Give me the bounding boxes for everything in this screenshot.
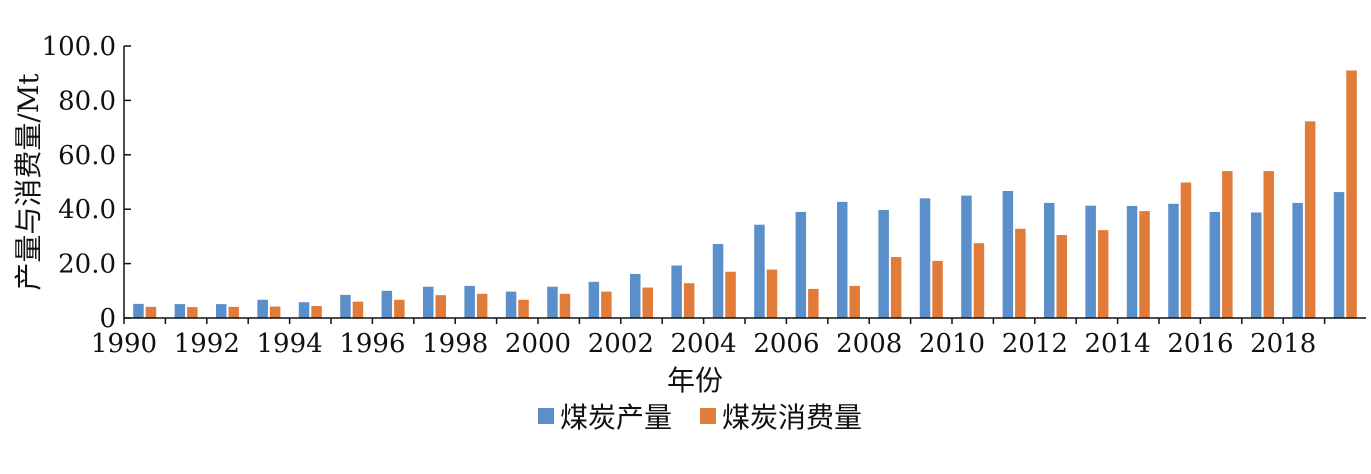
bar-coal-production — [1209, 211, 1221, 318]
bar-coal-consumption — [1097, 230, 1109, 318]
y-axis-title: 产量与消费量/Mt — [12, 73, 45, 291]
x-tick-label: 2006 — [753, 329, 819, 359]
y-tick-label: 0 — [99, 304, 116, 334]
bar-coal-production — [961, 195, 972, 318]
bar-coal-production — [381, 290, 393, 318]
bar-coal-production — [423, 286, 434, 318]
bar-coal-production — [1251, 212, 1262, 318]
bar-coal-production — [298, 302, 310, 318]
bar-coal-consumption — [187, 307, 198, 318]
bar-coal-consumption — [145, 306, 157, 318]
bar-coal-consumption — [1139, 211, 1150, 318]
bar-coal-consumption — [1222, 171, 1233, 318]
bar-coal-consumption — [269, 306, 281, 318]
bar-coal-production — [464, 285, 475, 318]
y-tick-label: 80.0 — [58, 86, 116, 116]
bar-coal-production — [919, 198, 931, 318]
x-tick-label: 2016 — [1167, 329, 1233, 359]
bar-coal-production — [547, 286, 558, 318]
legend-swatch-coal-production — [538, 408, 554, 424]
x-tick-label: 2012 — [1002, 329, 1068, 359]
legend-swatch-coal-consumption — [700, 408, 716, 424]
bar-coal-consumption — [435, 295, 446, 318]
bar-coal-consumption — [311, 306, 322, 318]
bar-coal-production — [1085, 205, 1096, 318]
x-tick-label: 1996 — [339, 329, 405, 359]
x-tick-label: 1992 — [174, 329, 240, 359]
x-axis-title: 年份 — [667, 364, 723, 397]
bar-coal-consumption — [683, 283, 695, 318]
bar-coal-production — [671, 265, 682, 318]
y-tick-label: 40.0 — [58, 195, 116, 225]
x-tick-label: 2008 — [836, 329, 902, 359]
bar-coal-production — [878, 210, 889, 318]
y-tick-label: 60.0 — [58, 141, 116, 171]
x-tick-label: 1994 — [257, 329, 323, 359]
bar-coal-consumption — [890, 257, 902, 318]
x-tick-label: 1990 — [91, 329, 157, 359]
y-tick-label: 20.0 — [58, 250, 116, 280]
bar-coal-production — [1168, 203, 1179, 318]
bar-coal-consumption — [559, 293, 571, 318]
legend-label-coal-consumption: 煤炭消费量 — [722, 401, 862, 434]
bars-layer — [133, 70, 1357, 319]
bar-coal-consumption — [725, 271, 736, 318]
bar-coal-consumption — [1346, 70, 1357, 318]
bar-coal-consumption — [352, 301, 364, 318]
y-tick-label: 100.0 — [42, 32, 116, 62]
x-tick-label: 2010 — [919, 329, 985, 359]
bar-coal-production — [257, 299, 268, 318]
x-tick-label: 1998 — [422, 329, 488, 359]
bar-coal-production — [1044, 202, 1055, 318]
bar-coal-consumption — [932, 260, 943, 318]
bar-coal-consumption — [394, 299, 405, 318]
bar-coal-production — [340, 294, 351, 318]
bar-coal-production — [630, 273, 641, 318]
bar-coal-consumption — [642, 287, 653, 318]
bar-coal-production — [712, 244, 724, 318]
x-tick-label: 2014 — [1085, 329, 1151, 359]
bar-coal-consumption — [1304, 121, 1316, 319]
bar-coal-consumption — [476, 293, 488, 318]
legend-label-coal-production: 煤炭产量 — [560, 401, 672, 434]
bar-coal-consumption — [1015, 228, 1026, 318]
x-tick-label: 2000 — [505, 329, 571, 359]
bar-coal-production — [505, 291, 517, 318]
bar-coal-consumption — [766, 269, 778, 318]
bar-coal-consumption — [1180, 182, 1192, 318]
x-tick-label: 2004 — [671, 329, 737, 359]
y-ticks: 0 20.0 40.0 60.0 80.0 100.0 — [42, 32, 131, 334]
bar-coal-production — [1292, 202, 1303, 318]
bar-coal-consumption — [849, 285, 860, 318]
bar-coal-production — [1126, 205, 1138, 318]
bar-coal-consumption — [1263, 171, 1274, 318]
bar-coal-consumption — [973, 243, 985, 318]
bar-coal-consumption — [601, 291, 612, 318]
bar-coal-production — [133, 303, 144, 318]
x-tick-label: 2002 — [588, 329, 654, 359]
bar-coal-production — [1333, 192, 1345, 318]
bar-coal-consumption — [1056, 235, 1067, 318]
bar-coal-production — [754, 224, 765, 318]
bar-coal-production — [174, 304, 186, 318]
bar-coal-production — [795, 211, 807, 318]
legend: 煤炭产量 煤炭消费量 — [538, 401, 862, 434]
bar-coal-production — [837, 201, 848, 318]
bar-coal-consumption — [518, 299, 529, 318]
x-ticks: 1990 1992 1994 1996 1998 2000 2002 2004 2006 2008… — [91, 318, 1326, 359]
x-tick-label: 2018 — [1250, 329, 1316, 359]
bar-coal-production — [216, 304, 227, 318]
bar-coal-production — [588, 281, 600, 318]
bar-coal-production — [1002, 190, 1014, 318]
bar-coal-consumption — [228, 306, 239, 318]
bar-coal-consumption — [808, 288, 819, 318]
